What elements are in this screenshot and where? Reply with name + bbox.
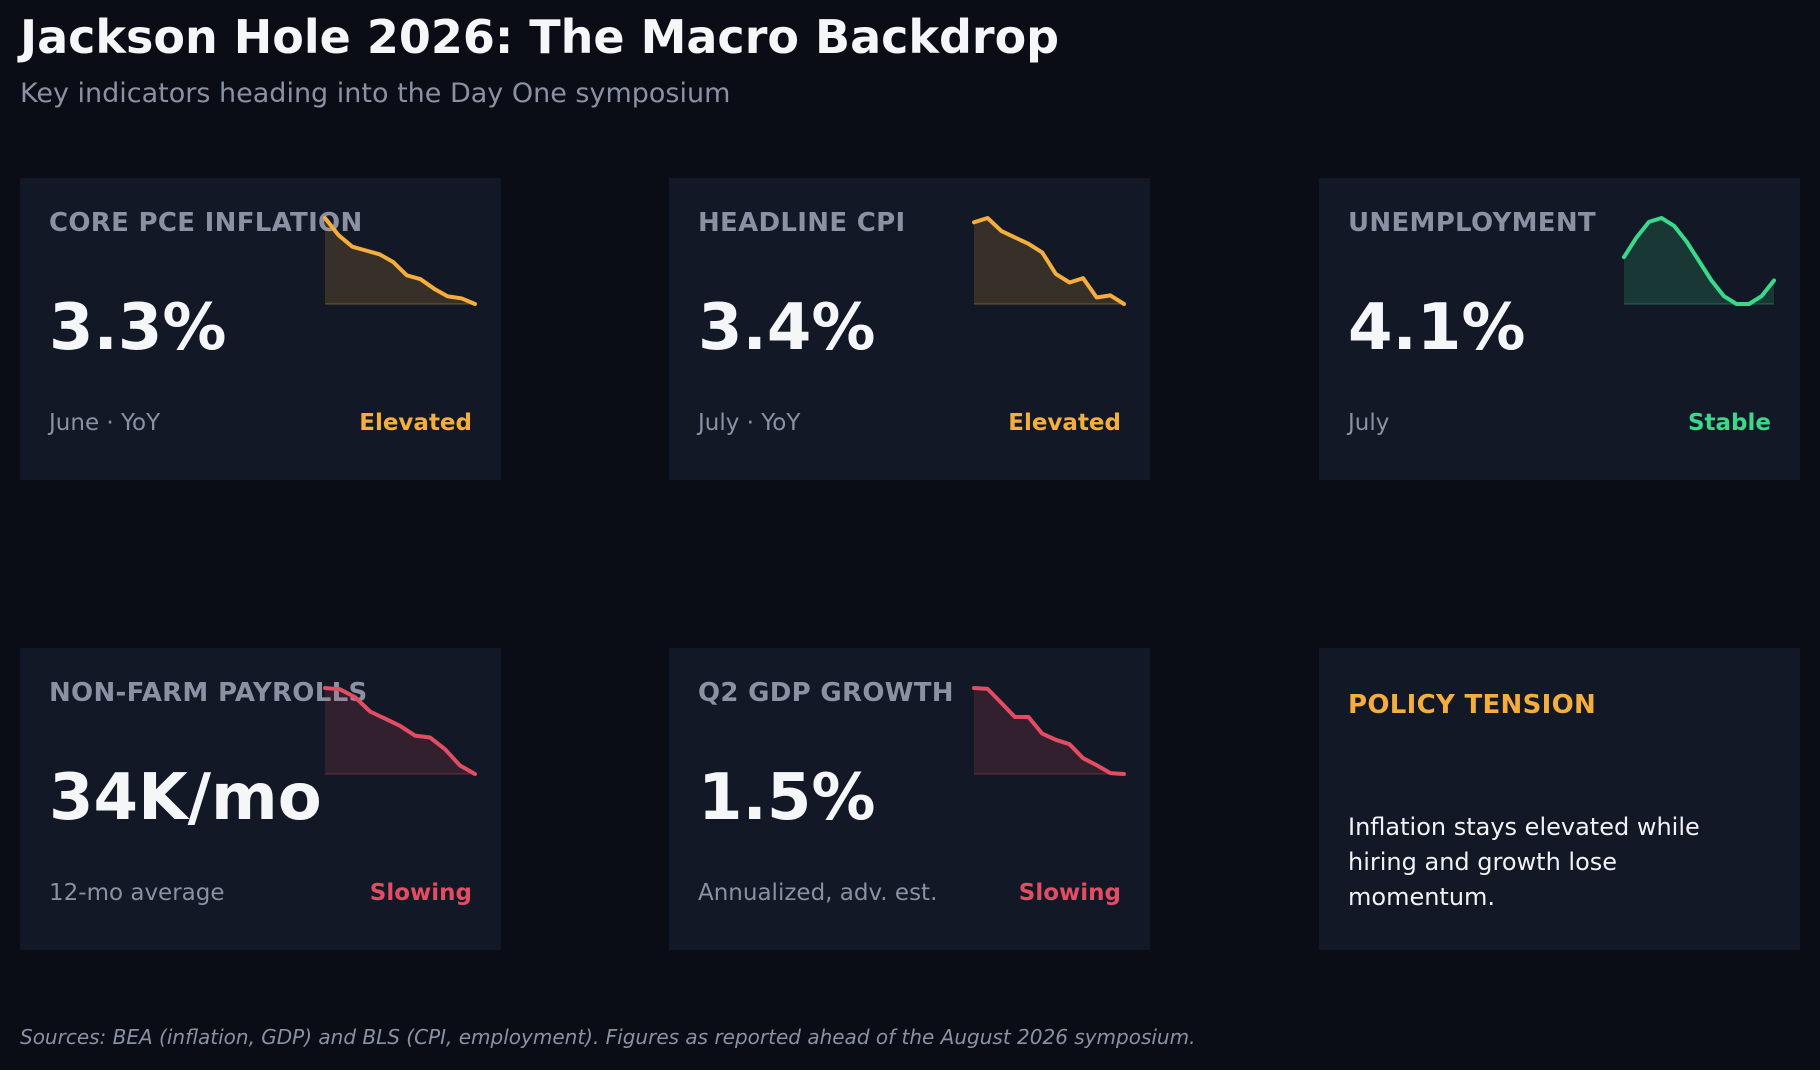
kpi-card-payrolls: NON-FARM PAYROLLS 34K/mo 12-mo average S… <box>20 648 501 950</box>
kpi-period: June · YoY <box>49 410 161 436</box>
kpi-value: 34K/mo <box>49 761 322 835</box>
sparkline-core-pce <box>323 216 477 306</box>
kpi-label: NON-FARM PAYROLLS <box>49 678 368 708</box>
kpi-value: 3.4% <box>698 291 876 365</box>
sparkline-area <box>974 688 1124 774</box>
page-subtitle: Key indicators heading into the Day One … <box>20 78 731 109</box>
policy-tension-card: POLICY TENSION Inflation stays elevated … <box>1319 648 1800 950</box>
page-title: Jackson Hole 2026: The Macro Backdrop <box>20 10 1060 64</box>
kpi-card-headline-cpi: HEADLINE CPI 3.4% July · YoY Elevated <box>669 178 1150 480</box>
kpi-value: 4.1% <box>1348 291 1526 365</box>
note-body: Inflation stays elevated while hiring an… <box>1348 813 1700 911</box>
status-badge: Slowing <box>369 880 472 906</box>
kpi-period: Annualized, adv. est. <box>698 880 938 906</box>
kpi-label: CORE PCE INFLATION <box>49 208 363 238</box>
kpi-card-core-pce: CORE PCE INFLATION 3.3% June · YoY Eleva… <box>20 178 501 480</box>
status-badge: Slowing <box>1018 880 1121 906</box>
kpi-value: 1.5% <box>698 761 876 835</box>
sparkline-payrolls <box>323 686 477 776</box>
kpi-period: July <box>1348 410 1390 436</box>
sparkline-line <box>972 686 1126 776</box>
status-badge: Elevated <box>1008 410 1121 436</box>
sparkline-area <box>325 218 475 304</box>
note-heading: POLICY TENSION <box>1348 690 1597 720</box>
sparkline-area <box>974 218 1124 304</box>
kpi-card-unemployment: UNEMPLOYMENT 4.1% July Stable <box>1319 178 1800 480</box>
status-badge: Stable <box>1687 410 1771 436</box>
kpi-label: HEADLINE CPI <box>698 208 906 238</box>
kpi-value: 3.3% <box>49 291 227 365</box>
kpi-period: July · YoY <box>698 410 801 436</box>
sparkline-line <box>323 686 477 776</box>
kpi-period: 12-mo average <box>49 880 225 906</box>
kpi-label: UNEMPLOYMENT <box>1348 208 1596 238</box>
sparkline-line <box>1622 216 1776 306</box>
sparkline-unemployment <box>1622 216 1776 306</box>
sparkline-line <box>323 216 477 306</box>
kpi-card-gdp: Q2 GDP GROWTH 1.5% Annualized, adv. est.… <box>669 648 1150 950</box>
sources-footer: Sources: BEA (inflation, GDP) and BLS (C… <box>20 1025 1196 1049</box>
kpi-label: Q2 GDP GROWTH <box>698 678 954 708</box>
status-badge: Elevated <box>359 410 472 436</box>
sparkline-area <box>325 688 475 774</box>
sparkline-line <box>972 216 1126 306</box>
sparkline-gdp <box>972 686 1126 776</box>
sparkline-headline-cpi <box>972 216 1126 306</box>
